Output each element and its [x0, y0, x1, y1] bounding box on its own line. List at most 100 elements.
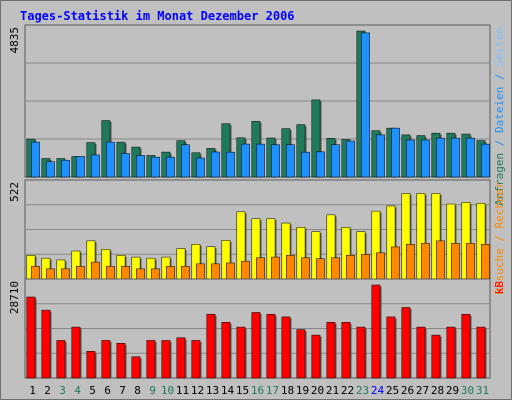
bar-besuche-14 [226, 262, 235, 280]
bar-anfragen-20 [311, 99, 321, 178]
y-max-label: 28710 [8, 281, 21, 314]
bar-kb-19 [296, 329, 306, 379]
bar-kb-6 [101, 340, 111, 379]
bar-kb-14 [221, 322, 231, 379]
bar-dateien-21 [331, 144, 340, 178]
bar-kb-28 [431, 334, 441, 379]
bar-kb-25 [386, 316, 396, 379]
day-label-9: 9 [149, 384, 156, 397]
day-label-6: 6 [104, 384, 111, 397]
day-label-10: 10 [161, 384, 174, 397]
bar-besuche-24 [376, 252, 385, 280]
day-label-13: 13 [206, 384, 219, 397]
day-label-8: 8 [134, 384, 141, 397]
bar-dateien-1 [31, 141, 40, 178]
bar-dateien-16 [256, 143, 265, 178]
bar-kb-18 [281, 316, 291, 379]
bar-dateien-26 [406, 139, 415, 178]
bar-besuche-29 [451, 243, 460, 280]
bar-besuche-23 [361, 254, 370, 280]
bar-kb-9 [146, 340, 156, 379]
series-side-label: Anfragen / Dateien / Seiten [493, 27, 506, 206]
bar-dateien-11 [181, 144, 190, 178]
bar-dateien-27 [421, 139, 430, 178]
bar-dateien-15 [241, 143, 250, 178]
bar-anfragen-14 [221, 123, 231, 178]
day-label-31: 31 [476, 384, 489, 397]
day-label-1: 1 [29, 384, 36, 397]
day-label-20: 20 [311, 384, 324, 397]
bar-besuche-28 [436, 240, 445, 280]
bar-kb-29 [446, 326, 456, 379]
panel-1: 4835 Anfragen / Dateien / Seiten [8, 24, 506, 206]
y-max-label: 522 [8, 182, 21, 202]
panel-2: 522 Besuche / Rechner [8, 179, 506, 295]
bar-kb-1 [26, 296, 36, 379]
bar-besuche-12 [196, 263, 205, 280]
bar-dateien-6 [106, 141, 115, 178]
day-label-11: 11 [176, 384, 189, 397]
bar-besuche-11 [181, 266, 190, 280]
bar-besuche-18 [286, 255, 295, 280]
day-label-3: 3 [59, 384, 66, 397]
day-label-29: 29 [446, 384, 459, 397]
bar-anfragen-19 [296, 124, 306, 178]
bar-besuche-27 [421, 243, 430, 280]
bar-dateien-25 [391, 127, 400, 178]
bar-dateien-2 [46, 161, 55, 178]
day-label-19: 19 [296, 384, 309, 397]
bar-kb-16 [251, 312, 261, 379]
bar-kb-26 [401, 307, 411, 379]
bar-besuche-4 [76, 266, 85, 280]
bar-kb-24 [371, 284, 381, 379]
bar-kb-7 [116, 343, 126, 379]
bar-dateien-31 [481, 143, 490, 178]
bar-besuche-5 [91, 261, 100, 280]
bar-kb-10 [161, 340, 171, 379]
bar-besuche-9 [151, 268, 160, 280]
bar-besuche-13 [211, 263, 220, 280]
bar-kb-12 [191, 340, 201, 379]
day-label-5: 5 [89, 384, 96, 397]
day-label-12: 12 [191, 384, 204, 397]
bar-dateien-29 [451, 137, 460, 178]
day-label-25: 25 [386, 384, 399, 397]
bar-besuche-20 [316, 258, 325, 280]
bar-besuche-10 [166, 266, 175, 280]
bar-kb-21 [326, 322, 336, 379]
bar-dateien-9 [151, 156, 160, 178]
bar-kb-17 [266, 313, 276, 379]
day-label-18: 18 [281, 384, 294, 397]
bar-kb-2 [41, 309, 51, 379]
bar-besuche-30 [466, 243, 475, 280]
day-label-2: 2 [44, 384, 51, 397]
bar-kb-13 [206, 313, 216, 379]
bar-dateien-12 [196, 157, 205, 178]
day-label-4: 4 [74, 384, 81, 397]
bar-besuche-16 [256, 257, 265, 280]
bar-dateien-8 [136, 155, 145, 178]
bar-besuche-2 [46, 268, 55, 280]
bar-dateien-17 [271, 144, 280, 178]
bar-besuche-7 [121, 266, 130, 280]
bar-dateien-20 [316, 151, 325, 178]
bar-kb-22 [341, 322, 351, 379]
bar-besuche-22 [346, 255, 355, 280]
bar-dateien-10 [166, 156, 175, 178]
bar-kb-27 [416, 326, 426, 379]
day-label-23: 23 [356, 384, 369, 397]
bar-besuche-8 [136, 268, 145, 280]
bar-kb-3 [56, 340, 66, 379]
bar-kb-4 [71, 326, 81, 379]
bar-besuche-26 [406, 244, 415, 280]
bar-kb-23 [356, 326, 366, 379]
chart-title: Tages-Statistik im Monat Dezember 2006 [20, 9, 295, 23]
panel-3: 28710 kB [8, 278, 506, 379]
day-label-22: 22 [341, 384, 354, 397]
bar-kb-30 [461, 313, 471, 379]
bar-kb-8 [131, 356, 141, 379]
bar-dateien-5 [91, 154, 100, 178]
day-label-15: 15 [236, 384, 249, 397]
